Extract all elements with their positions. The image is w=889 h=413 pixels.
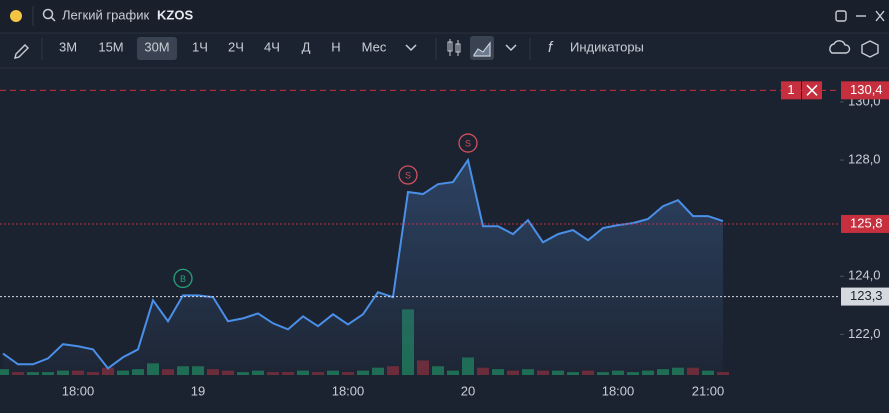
interval-button[interactable]: 4Ч [264, 39, 280, 54]
price-line [2, 157, 724, 370]
trade-marker [458, 133, 478, 153]
price-tag [841, 214, 889, 233]
status-dot [10, 10, 22, 22]
indicators-icon: f [548, 39, 554, 56]
cloud-button[interactable] [829, 40, 851, 54]
trade-marker [398, 165, 418, 185]
search-icon[interactable] [42, 8, 54, 20]
trade-marker-label: S [465, 138, 471, 148]
price-tag-label: 123,3 [850, 288, 883, 303]
interval-button[interactable]: 15М [98, 39, 123, 54]
trade-marker-label: B [180, 274, 186, 284]
header [0, 0, 889, 33]
indicators-button[interactable]: Индикаторы [570, 39, 644, 54]
search-icon [50, 16, 56, 22]
order-cancel-icon [806, 84, 818, 96]
price-area [3, 160, 723, 375]
interval-button[interactable]: 30М [144, 39, 169, 54]
candles-button[interactable] [447, 39, 461, 56]
trade-marker [173, 268, 193, 289]
y-tick-label: 128,0 [848, 151, 881, 166]
trade-marker-label: S [405, 170, 411, 180]
close-button[interactable] [875, 10, 885, 22]
interval-button[interactable]: Мес [362, 39, 387, 54]
order-badge-label: 1 [787, 82, 794, 97]
x-tick-label: 20 [461, 383, 475, 398]
interval-button[interactable]: Н [331, 39, 340, 54]
order-cancel[interactable] [802, 81, 822, 100]
search-placeholder[interactable]: Легкий график [62, 7, 149, 22]
price-tag [841, 81, 889, 100]
line-chart-icon [473, 41, 491, 57]
window-button[interactable] [835, 10, 847, 22]
dropdown[interactable] [505, 44, 517, 52]
x-tick-label: 19 [191, 383, 205, 398]
x-tick-label: 21:00 [692, 383, 725, 398]
order-badge [781, 81, 801, 100]
price-tag [841, 287, 889, 306]
x-tick-label: 18:00 [602, 383, 635, 398]
ticker[interactable]: KZOS [157, 7, 193, 22]
y-tick-label: 122,0 [848, 326, 881, 341]
active-interval [137, 37, 177, 60]
price-tag-label: 125,8 [850, 215, 883, 230]
draw-tool[interactable] [14, 44, 29, 59]
dropdown[interactable] [405, 44, 417, 52]
y-tick-label: 124,0 [848, 268, 881, 283]
time-axis [0, 378, 889, 408]
settings-button[interactable] [861, 40, 879, 58]
price-axis [840, 69, 889, 408]
price-tag-label: 130,4 [850, 82, 883, 97]
x-tick-label: 18:00 [62, 383, 95, 398]
interval-button[interactable]: 2Ч [228, 39, 244, 54]
x-tick-label: 18:00 [332, 383, 365, 398]
interval-button[interactable]: 3М [59, 39, 77, 54]
interval-button[interactable]: Д [302, 39, 311, 54]
interval-button[interactable]: 1Ч [192, 39, 208, 54]
